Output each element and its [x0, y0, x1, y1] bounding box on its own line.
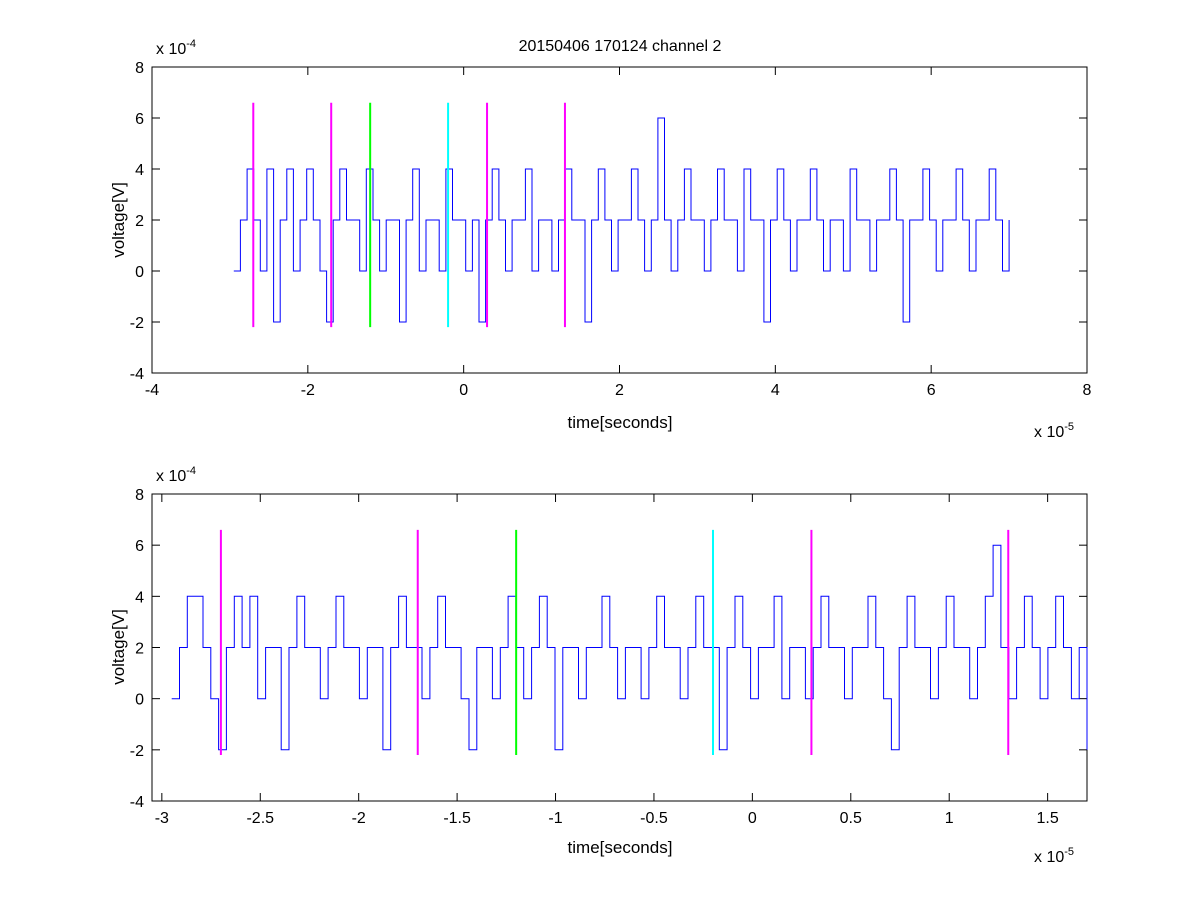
bottom-voltage-trace: [171, 544, 1088, 751]
bottom-axes: -3 -2.5 -2 -1.5 -1 -0.5 0 0.5 1 1.5 -4 -2 0 2 4 6 8 time…: [109, 465, 1088, 866]
bottom-y-tick-label: 2: [135, 641, 144, 658]
bottom-y-tick-label: -4: [130, 794, 144, 811]
bottom-x-tick-label: -3: [155, 810, 169, 827]
top-y-tick-label: 2: [135, 213, 144, 230]
bottom-x-tick-label: 1: [945, 810, 954, 827]
top-voltage-trace: [233, 117, 1010, 323]
bottom-y-axis-label: voltage[V]: [109, 609, 128, 685]
bottom-x-axis-label: time[seconds]: [568, 838, 673, 857]
bottom-x-tick-label: 0.5: [840, 810, 862, 827]
top-y-axis-multiplier-exponent: -4: [186, 38, 196, 50]
bottom-x-tick-label: 1.5: [1037, 810, 1059, 827]
top-x-tick-label: 8: [1083, 382, 1092, 399]
top-x-tick-label: 4: [771, 382, 780, 399]
bottom-x-axis-multiplier-base: x 10: [1034, 849, 1064, 866]
top-axes: -4 -2 0 2 4 6 8 -4 -2 0 2 4 6 8 time[seconds] voltage…: [109, 38, 1092, 441]
top-y-tick-label: 0: [135, 264, 144, 281]
bottom-x-tick-label: -2.5: [246, 810, 274, 827]
bottom-x-tick-label: -1: [548, 810, 562, 827]
top-x-axis-multiplier: x 10-5: [1034, 421, 1074, 441]
bottom-y-tick-label: 8: [135, 487, 144, 504]
bottom-plot-area: -3 -2.5 -2 -1.5 -1 -0.5 0 0.5 1 1.5 -4 -2 0 2 4 6 8: [130, 487, 1088, 827]
bottom-x-tick-label: -2: [352, 810, 366, 827]
top-y-axis-multiplier: x 10-4: [156, 38, 196, 58]
top-x-tick-label: -4: [145, 382, 159, 399]
top-y-tick-label: -2: [130, 315, 144, 332]
bottom-y-tick-label: 0: [135, 692, 144, 709]
bottom-y-axis-multiplier-exponent: -4: [186, 465, 196, 477]
bottom-x-tick-label: -1.5: [443, 810, 471, 827]
figure-title: 20150406 170124 channel 2: [519, 38, 722, 55]
bottom-y-tick-label: 4: [135, 589, 144, 606]
top-x-axis-multiplier-exponent: -5: [1064, 421, 1074, 433]
top-y-tick-label: 8: [135, 60, 144, 77]
top-x-tick-label: 0: [459, 382, 468, 399]
top-x-tick-label: -2: [301, 382, 315, 399]
bottom-y-tick-label: 6: [135, 538, 144, 555]
bottom-y-tick-label: -2: [130, 743, 144, 760]
bottom-y-axis-multiplier-base: x 10: [156, 468, 186, 485]
bottom-x-tick-label: -0.5: [640, 810, 668, 827]
top-y-tick-label: 6: [135, 111, 144, 128]
bottom-x-axis-multiplier: x 10-5: [1034, 846, 1074, 866]
top-y-tick-label: 4: [135, 162, 144, 179]
top-y-axis-multiplier-base: x 10: [156, 41, 186, 58]
top-y-tick-label: -4: [130, 366, 144, 383]
bottom-x-axis-multiplier-exponent: -5: [1064, 846, 1074, 858]
bottom-x-tick-label: 0: [748, 810, 757, 827]
bottom-y-axis-multiplier: x 10-4: [156, 465, 196, 485]
top-x-tick-label: 2: [615, 382, 624, 399]
top-y-axis-label: voltage[V]: [109, 182, 128, 258]
top-plot-area: -4 -2 0 2 4 6 8 -4 -2 0 2 4 6 8: [130, 60, 1092, 399]
top-x-axis-multiplier-base: x 10: [1034, 424, 1064, 441]
top-x-tick-label: 6: [927, 382, 936, 399]
top-x-axis-label: time[seconds]: [568, 413, 673, 432]
